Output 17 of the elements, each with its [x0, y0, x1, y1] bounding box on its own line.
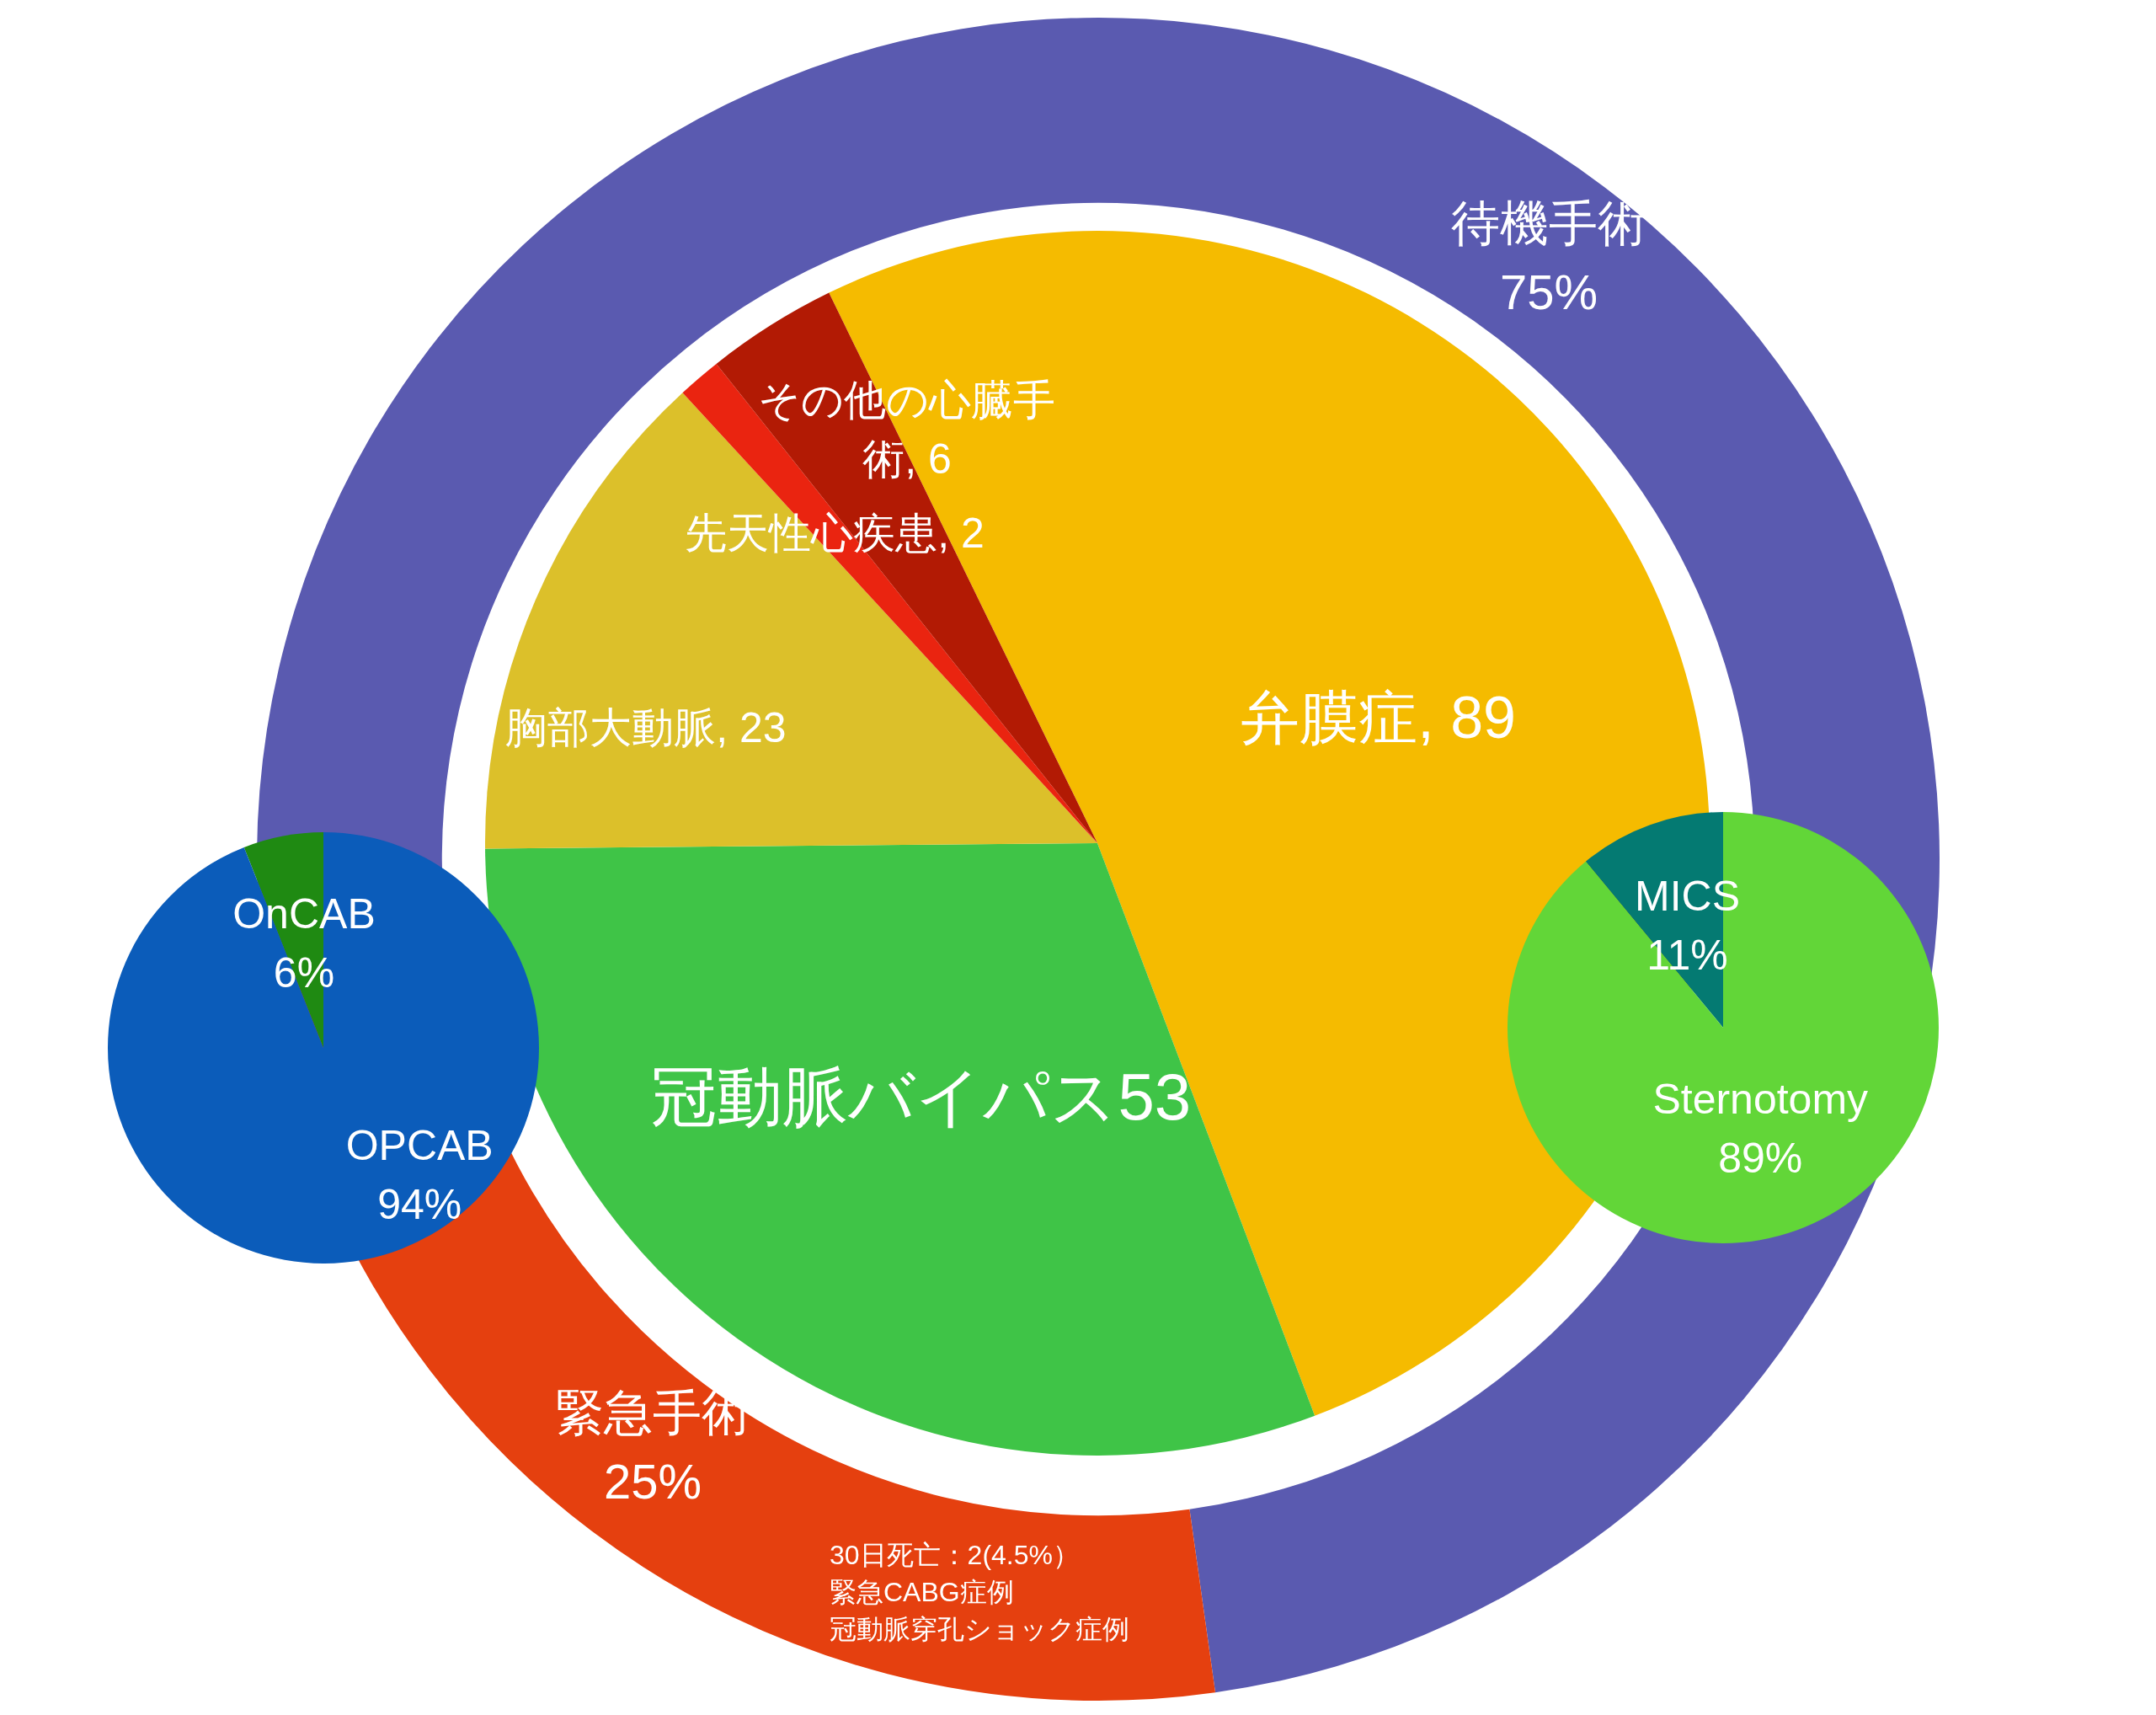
slice-label: 弁膜症, 89 — [1241, 684, 1516, 751]
data-label: 6% — [273, 949, 335, 997]
data-label: 89% — [1718, 1134, 1803, 1182]
data-label: 94% — [377, 1181, 462, 1229]
slice-label: 冠動脈バイパス53 — [651, 1059, 1192, 1134]
slice-label: 胸部大動脈, 23 — [505, 703, 787, 751]
slice-label: MICS — [1635, 872, 1741, 920]
data-label: 11% — [1646, 931, 1728, 979]
slice-label: OPCAB — [345, 1122, 494, 1170]
data-label: 25% — [603, 1453, 702, 1509]
slice-label: Sternotomy — [1652, 1075, 1869, 1123]
slice-label: 先天性心疾患, 2 — [685, 510, 985, 558]
text: 30日死亡：2(4.5%） — [830, 1539, 1080, 1570]
slice-label: その他の心臓手術, 6 — [758, 376, 1056, 483]
text: 緊急CABG症例 — [830, 1576, 1014, 1607]
data-label: 75% — [1500, 264, 1598, 319]
text: 冠動脈穿孔ショック症例 — [830, 1613, 1129, 1644]
